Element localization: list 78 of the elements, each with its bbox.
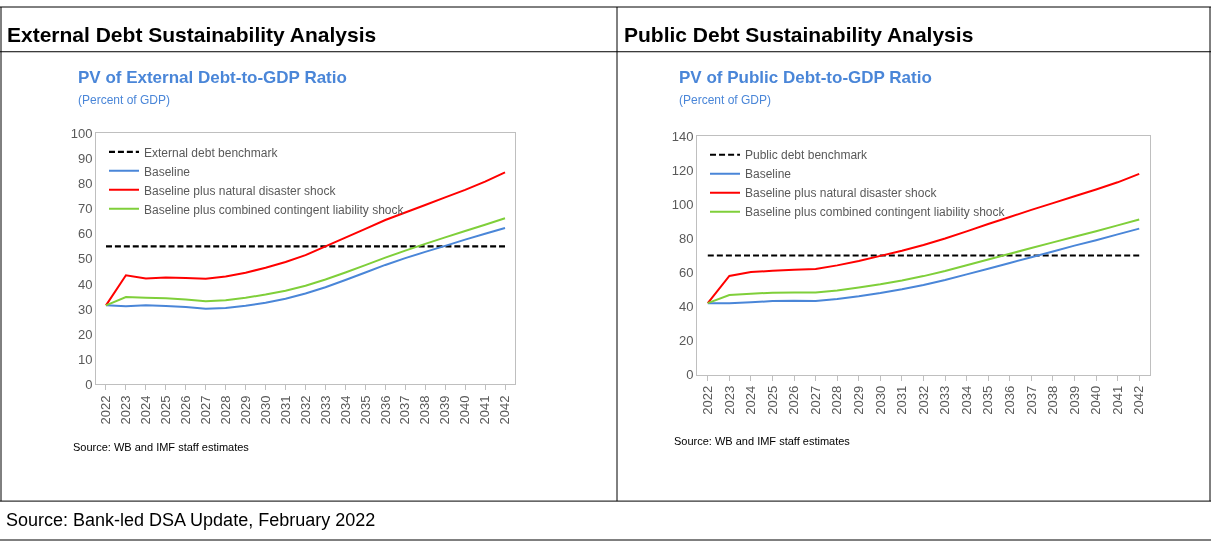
x-tick-label: 2023 xyxy=(721,385,737,415)
source-note: Source: Bank-led DSA Update, February 2022 xyxy=(6,510,376,530)
y-tick-label: 30 xyxy=(77,301,93,317)
y-tick-label: 70 xyxy=(77,201,93,217)
x-tick-label: 2032 xyxy=(915,385,931,415)
chart-title: PV of External Debt-to-GDP Ratio xyxy=(78,68,347,87)
y-tick-label: 80 xyxy=(678,231,694,247)
x-tick-label: 2037 xyxy=(1023,385,1039,415)
x-tick-label: 2025 xyxy=(158,395,174,425)
y-tick-label: 100 xyxy=(671,196,694,212)
x-tick-label: 2039 xyxy=(1066,385,1082,415)
x-tick-label: 2027 xyxy=(807,385,823,415)
x-tick-label: 2036 xyxy=(1002,385,1018,415)
x-tick-label: 2024 xyxy=(138,395,154,425)
y-tick-label: 40 xyxy=(77,276,93,292)
x-tick-label: 2041 xyxy=(1109,385,1125,415)
y-tick-label: 100 xyxy=(70,125,93,141)
x-tick-label: 2022 xyxy=(700,385,716,415)
x-tick-label: 2038 xyxy=(417,395,433,425)
y-tick-label: 20 xyxy=(678,333,694,349)
x-tick-label: 2031 xyxy=(277,395,293,425)
legend-label: Baseline plus natural disaster shock xyxy=(745,186,938,201)
x-tick-label: 2041 xyxy=(477,395,493,425)
x-tick-label: 2030 xyxy=(872,385,888,415)
legend-label: Baseline plus combined contingent liability shock xyxy=(745,205,1006,220)
text: Public Debt Sustainability Analysis xyxy=(624,23,974,46)
x-tick-label: 2042 xyxy=(1131,385,1147,415)
x-tick-label: 2033 xyxy=(937,385,953,415)
x-tick-label: 2031 xyxy=(894,385,910,415)
x-tick-label: 2029 xyxy=(237,395,253,425)
x-tick-label: 2033 xyxy=(317,395,333,425)
source-note: Source: WB and IMF staff estimates xyxy=(73,441,250,453)
chart-subtitle: (Percent of GDP) xyxy=(679,93,772,107)
x-tick-label: 2028 xyxy=(217,395,233,425)
y-tick-label: 90 xyxy=(77,151,93,167)
x-tick-label: 2042 xyxy=(497,395,513,425)
y-tick-label: 20 xyxy=(77,326,93,342)
y-tick-label: 60 xyxy=(77,226,93,242)
y-tick-label: 40 xyxy=(678,299,694,315)
y-tick-label: 0 xyxy=(686,367,694,383)
x-tick-label: 2040 xyxy=(1088,385,1104,415)
legend-label: Baseline plus natural disaster shock xyxy=(144,183,337,198)
y-tick-label: 80 xyxy=(77,176,93,192)
y-tick-label: 10 xyxy=(77,351,93,367)
legend-label: Baseline xyxy=(144,164,191,179)
x-tick-label: 2038 xyxy=(1045,385,1061,415)
x-tick-label: 2025 xyxy=(764,385,780,415)
source-note: Source: WB and IMF staff estimates xyxy=(674,435,851,447)
y-tick-label: 60 xyxy=(678,265,694,281)
x-tick-label: 2039 xyxy=(437,395,453,425)
x-tick-label: 2029 xyxy=(851,385,867,415)
x-tick-label: 2035 xyxy=(357,395,373,425)
legend-label: Baseline plus combined contingent liability shock xyxy=(144,202,405,217)
chart-title: PV of Public Debt-to-GDP Ratio xyxy=(679,68,932,87)
y-tick-label: 120 xyxy=(671,162,694,178)
legend-label: Baseline xyxy=(745,167,792,182)
chart-subtitle: (Percent of GDP) xyxy=(78,93,171,107)
x-tick-label: 2030 xyxy=(257,395,273,425)
x-tick-label: 2022 xyxy=(98,395,114,425)
y-tick-label: 140 xyxy=(671,128,694,144)
legend-label: External debt benchmark xyxy=(144,145,279,160)
x-tick-label: 2036 xyxy=(377,395,393,425)
y-tick-label: 0 xyxy=(85,376,93,392)
x-tick-label: 2040 xyxy=(457,395,473,425)
x-tick-label: 2027 xyxy=(197,395,213,425)
x-tick-label: 2034 xyxy=(958,385,974,415)
x-tick-label: 2035 xyxy=(980,385,996,415)
x-tick-label: 2032 xyxy=(297,395,313,425)
x-tick-label: 2023 xyxy=(118,395,134,425)
legend-label: Public debt benchmark xyxy=(745,148,869,163)
x-tick-label: 2024 xyxy=(743,385,759,415)
y-tick-label: 50 xyxy=(77,251,93,267)
x-tick-label: 2028 xyxy=(829,385,845,415)
x-tick-label: 2037 xyxy=(397,395,413,425)
x-tick-label: 2026 xyxy=(178,395,194,425)
x-tick-label: 2026 xyxy=(786,385,802,415)
text: External Debt Sustainability Analysis xyxy=(7,23,377,46)
x-tick-label: 2034 xyxy=(337,395,353,425)
